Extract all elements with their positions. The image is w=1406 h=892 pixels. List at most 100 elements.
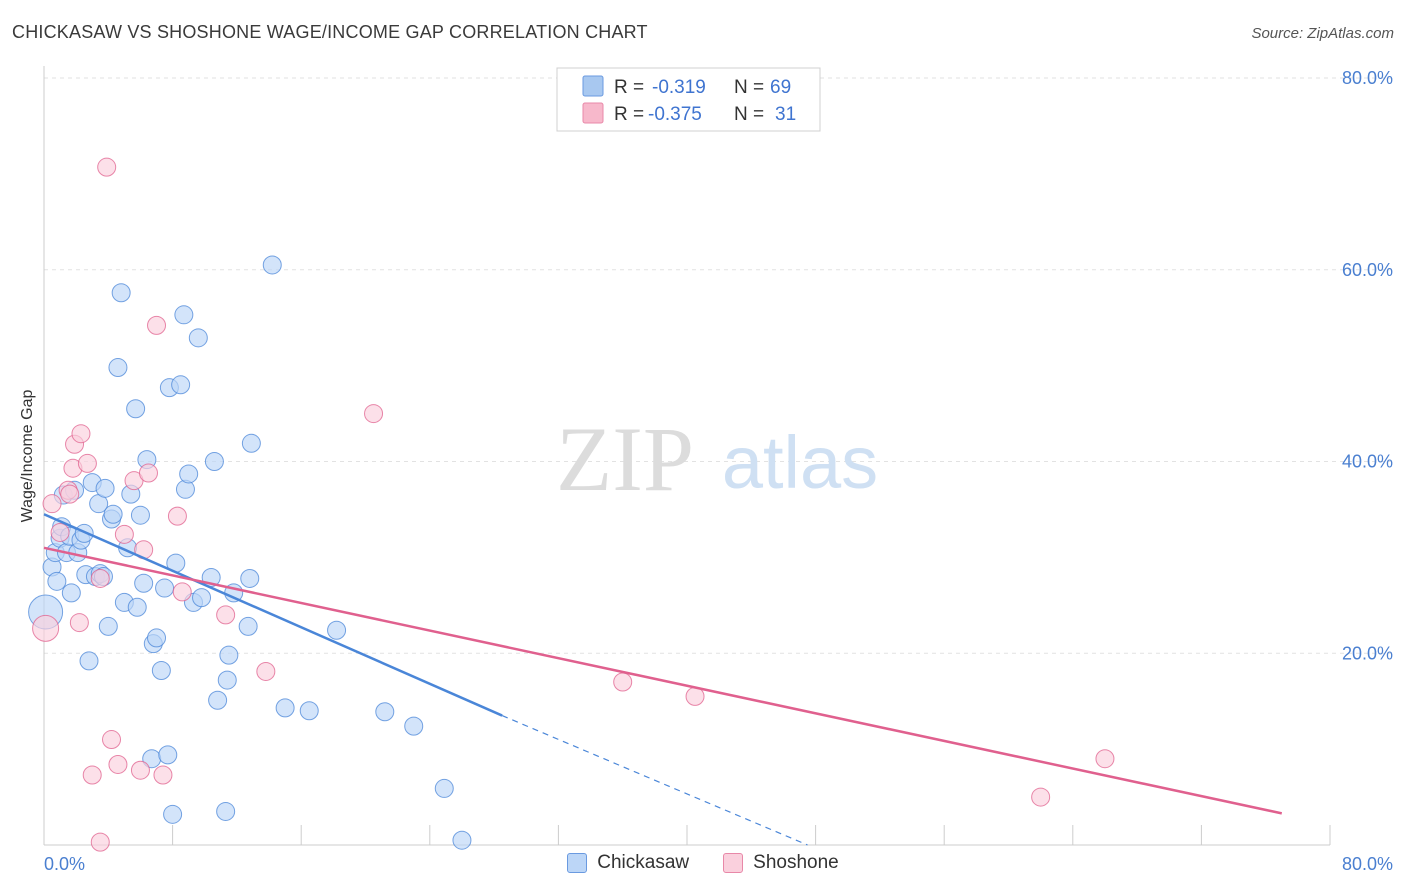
data-point-shoshone xyxy=(147,315,167,335)
data-point-chickasaw xyxy=(134,573,154,593)
data-point-chickasaw xyxy=(163,804,183,824)
data-point-chickasaw xyxy=(204,452,224,471)
data-point-shoshone xyxy=(172,582,192,602)
trend-lines xyxy=(43,513,1283,846)
legend-label: Chickasaw xyxy=(597,852,690,873)
y-tick-label: 60.0% xyxy=(1342,260,1393,280)
legend-n-label: N = xyxy=(734,77,764,98)
data-point-chickasaw xyxy=(171,375,191,395)
data-point-chickasaw xyxy=(327,620,347,640)
data-point-shoshone xyxy=(216,605,236,625)
data-point-chickasaw xyxy=(262,255,282,275)
data-point-shoshone xyxy=(97,157,117,177)
tick-labels: 20.0% 40.0% 60.0% 80.0% 0.0% 80.0% xyxy=(44,68,1393,874)
trend-line-chickasaw xyxy=(43,513,503,717)
trend-extension-chickasaw xyxy=(501,715,808,846)
data-point-shoshone xyxy=(82,765,102,785)
data-point-chickasaw xyxy=(61,583,81,603)
watermark-zip: ZIP xyxy=(556,408,694,510)
watermark-atlas: atlas xyxy=(722,421,878,504)
data-point-chickasaw xyxy=(151,661,171,681)
data-point-shoshone xyxy=(256,661,276,681)
data-point-shoshone xyxy=(1095,749,1115,769)
data-point-chickasaw xyxy=(158,745,178,765)
data-point-shoshone xyxy=(1031,787,1051,807)
data-point-shoshone xyxy=(71,424,91,444)
data-point-chickasaw xyxy=(217,670,237,690)
legend-swatch xyxy=(567,853,588,873)
legend-n-value: 31 xyxy=(775,104,796,125)
legend-top: R = -0.319 N = 69 R = -0.375 N = 31 xyxy=(556,67,821,132)
data-point-shoshone xyxy=(90,832,110,852)
data-point-chickasaw xyxy=(147,628,167,648)
legend-swatch-chickasaw xyxy=(582,75,604,97)
data-point-chickasaw xyxy=(175,479,195,499)
y-tick-label: 20.0% xyxy=(1342,643,1393,663)
data-point-chickasaw xyxy=(238,616,258,636)
data-point-chickasaw xyxy=(108,358,128,378)
data-point-shoshone xyxy=(114,524,134,544)
data-point-chickasaw xyxy=(79,651,99,671)
data-point-chickasaw xyxy=(452,830,472,850)
legend-r-value: -0.375 xyxy=(648,104,702,125)
legend-r-value: -0.319 xyxy=(652,77,706,98)
data-point-chickasaw xyxy=(241,433,261,453)
data-point-chickasaw xyxy=(103,504,123,524)
legend-n-value: 69 xyxy=(770,77,791,98)
data-point-shoshone xyxy=(60,484,80,504)
trend-line-shoshone xyxy=(43,546,1283,815)
data-point-chickasaw xyxy=(130,505,150,525)
bottom-legend: Chickasaw Shoshone xyxy=(0,852,1406,874)
data-point-chickasaw xyxy=(216,801,236,821)
data-point-shoshone xyxy=(102,730,122,750)
data-point-chickasaw xyxy=(111,283,131,303)
data-point-chickasaw xyxy=(192,588,212,608)
legend-swatch xyxy=(723,853,744,873)
data-point-chickasaw xyxy=(275,698,295,718)
data-point-chickasaw xyxy=(375,702,395,722)
data-point-shoshone xyxy=(364,404,384,424)
data-point-chickasaw xyxy=(404,716,424,736)
x-tick-label: 0.0% xyxy=(44,854,85,874)
data-point-chickasaw xyxy=(434,778,454,798)
data-point-chickasaw xyxy=(98,616,118,636)
data-point-chickasaw xyxy=(174,305,194,325)
source-label: Source: ZipAtlas.com xyxy=(1251,25,1394,42)
axes xyxy=(43,66,1331,846)
legend-label: Shoshone xyxy=(753,852,839,873)
data-point-chickasaw xyxy=(47,571,67,591)
chart-title: CHICKASAW VS SHOSHONE WAGE/INCOME GAP CO… xyxy=(12,22,648,42)
data-point-chickasaw xyxy=(240,568,260,588)
data-point-chickasaw xyxy=(179,464,199,484)
data-point-shoshone xyxy=(32,614,60,642)
y-tick-label: 40.0% xyxy=(1342,452,1393,472)
legend-item-chickasaw: Chickasaw xyxy=(567,852,689,874)
data-point-chickasaw xyxy=(208,690,228,710)
watermark: ZIP atlas xyxy=(556,408,878,510)
data-point-shoshone xyxy=(50,522,70,542)
data-point-chickasaw xyxy=(155,578,175,598)
data-point-shoshone xyxy=(77,453,97,473)
x-tick-label: 80.0% xyxy=(1342,854,1393,874)
data-point-chickasaw xyxy=(127,597,147,617)
legend-item-shoshone: Shoshone xyxy=(723,852,839,874)
legend-r-label: R = xyxy=(614,77,644,98)
legend-swatch-shoshone xyxy=(582,102,604,124)
legend-n-label: N = xyxy=(734,104,764,125)
data-point-chickasaw xyxy=(95,478,115,498)
data-point-chickasaw xyxy=(219,645,239,665)
data-point-chickasaw xyxy=(188,328,208,348)
legend-r-label: R = xyxy=(614,104,644,125)
data-points xyxy=(28,157,1115,852)
data-point-shoshone xyxy=(153,765,173,785)
data-point-shoshone xyxy=(42,494,62,514)
data-point-chickasaw xyxy=(126,399,146,419)
data-point-shoshone xyxy=(167,506,187,526)
y-tick-label: 80.0% xyxy=(1342,68,1393,88)
data-point-shoshone xyxy=(613,672,633,692)
data-point-shoshone xyxy=(108,754,128,774)
data-point-shoshone xyxy=(90,568,110,588)
data-point-shoshone xyxy=(69,613,89,633)
data-point-shoshone xyxy=(130,760,150,780)
